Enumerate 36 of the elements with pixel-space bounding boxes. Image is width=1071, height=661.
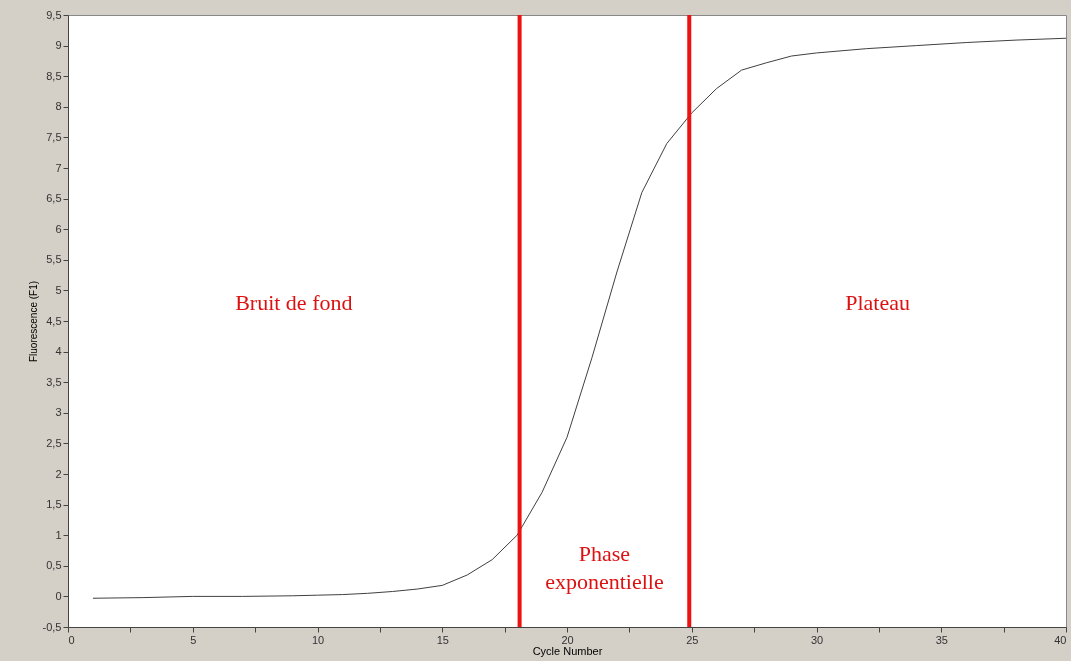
y-tick-label: 2 — [55, 467, 62, 480]
y-tick-label: 4 — [55, 345, 62, 358]
y-tick-label: 3 — [55, 406, 62, 419]
annotation: Plateau — [845, 289, 911, 315]
y-tick-label: 7 — [55, 161, 62, 174]
line-series — [92, 37, 1067, 599]
x-tick-label: 20 — [561, 633, 574, 646]
y-tick-label: 1 — [55, 528, 62, 541]
y-tick-label: 8 — [55, 100, 62, 113]
y-tick-label: 0 — [55, 589, 62, 602]
y-tick-label: 3,5 — [46, 375, 62, 388]
y-tick-label: 8,5 — [46, 69, 62, 82]
annotation: Phase exponentielle — [545, 540, 664, 594]
y-tick-label: 2,5 — [46, 436, 62, 449]
x-tick-label: 35 — [935, 633, 948, 646]
y-tick-label: 5 — [55, 283, 62, 296]
y-tick-label: 9,5 — [46, 8, 62, 21]
x-tick-label: 10 — [311, 633, 325, 646]
y-tick-label: 6,5 — [46, 192, 62, 205]
x-tick-label: 40 — [1054, 633, 1067, 646]
x-axis-title: Cycle Number — [532, 644, 603, 657]
x-tick-label: 30 — [810, 633, 824, 646]
y-tick-label: 6 — [55, 222, 62, 235]
y-tick-label: 1,5 — [46, 498, 62, 511]
x-tick-label: 0 — [68, 633, 75, 646]
y-tick-label: 7,5 — [46, 130, 62, 143]
y-tick-label: 5,5 — [46, 253, 62, 266]
y-tick-label: 0,5 — [46, 559, 62, 572]
y-tick-label: -0,5 — [42, 620, 62, 633]
x-tick-label: 5 — [190, 633, 197, 646]
x-tick-label: 15 — [436, 633, 449, 646]
y-tick-label: 4,5 — [46, 314, 62, 327]
annotation: Bruit de fond — [235, 289, 353, 315]
x-tick-label: 25 — [686, 633, 699, 646]
y-tick-label: 9 — [55, 39, 62, 52]
y-axis-title: Fluorescence (F1) — [27, 280, 39, 363]
